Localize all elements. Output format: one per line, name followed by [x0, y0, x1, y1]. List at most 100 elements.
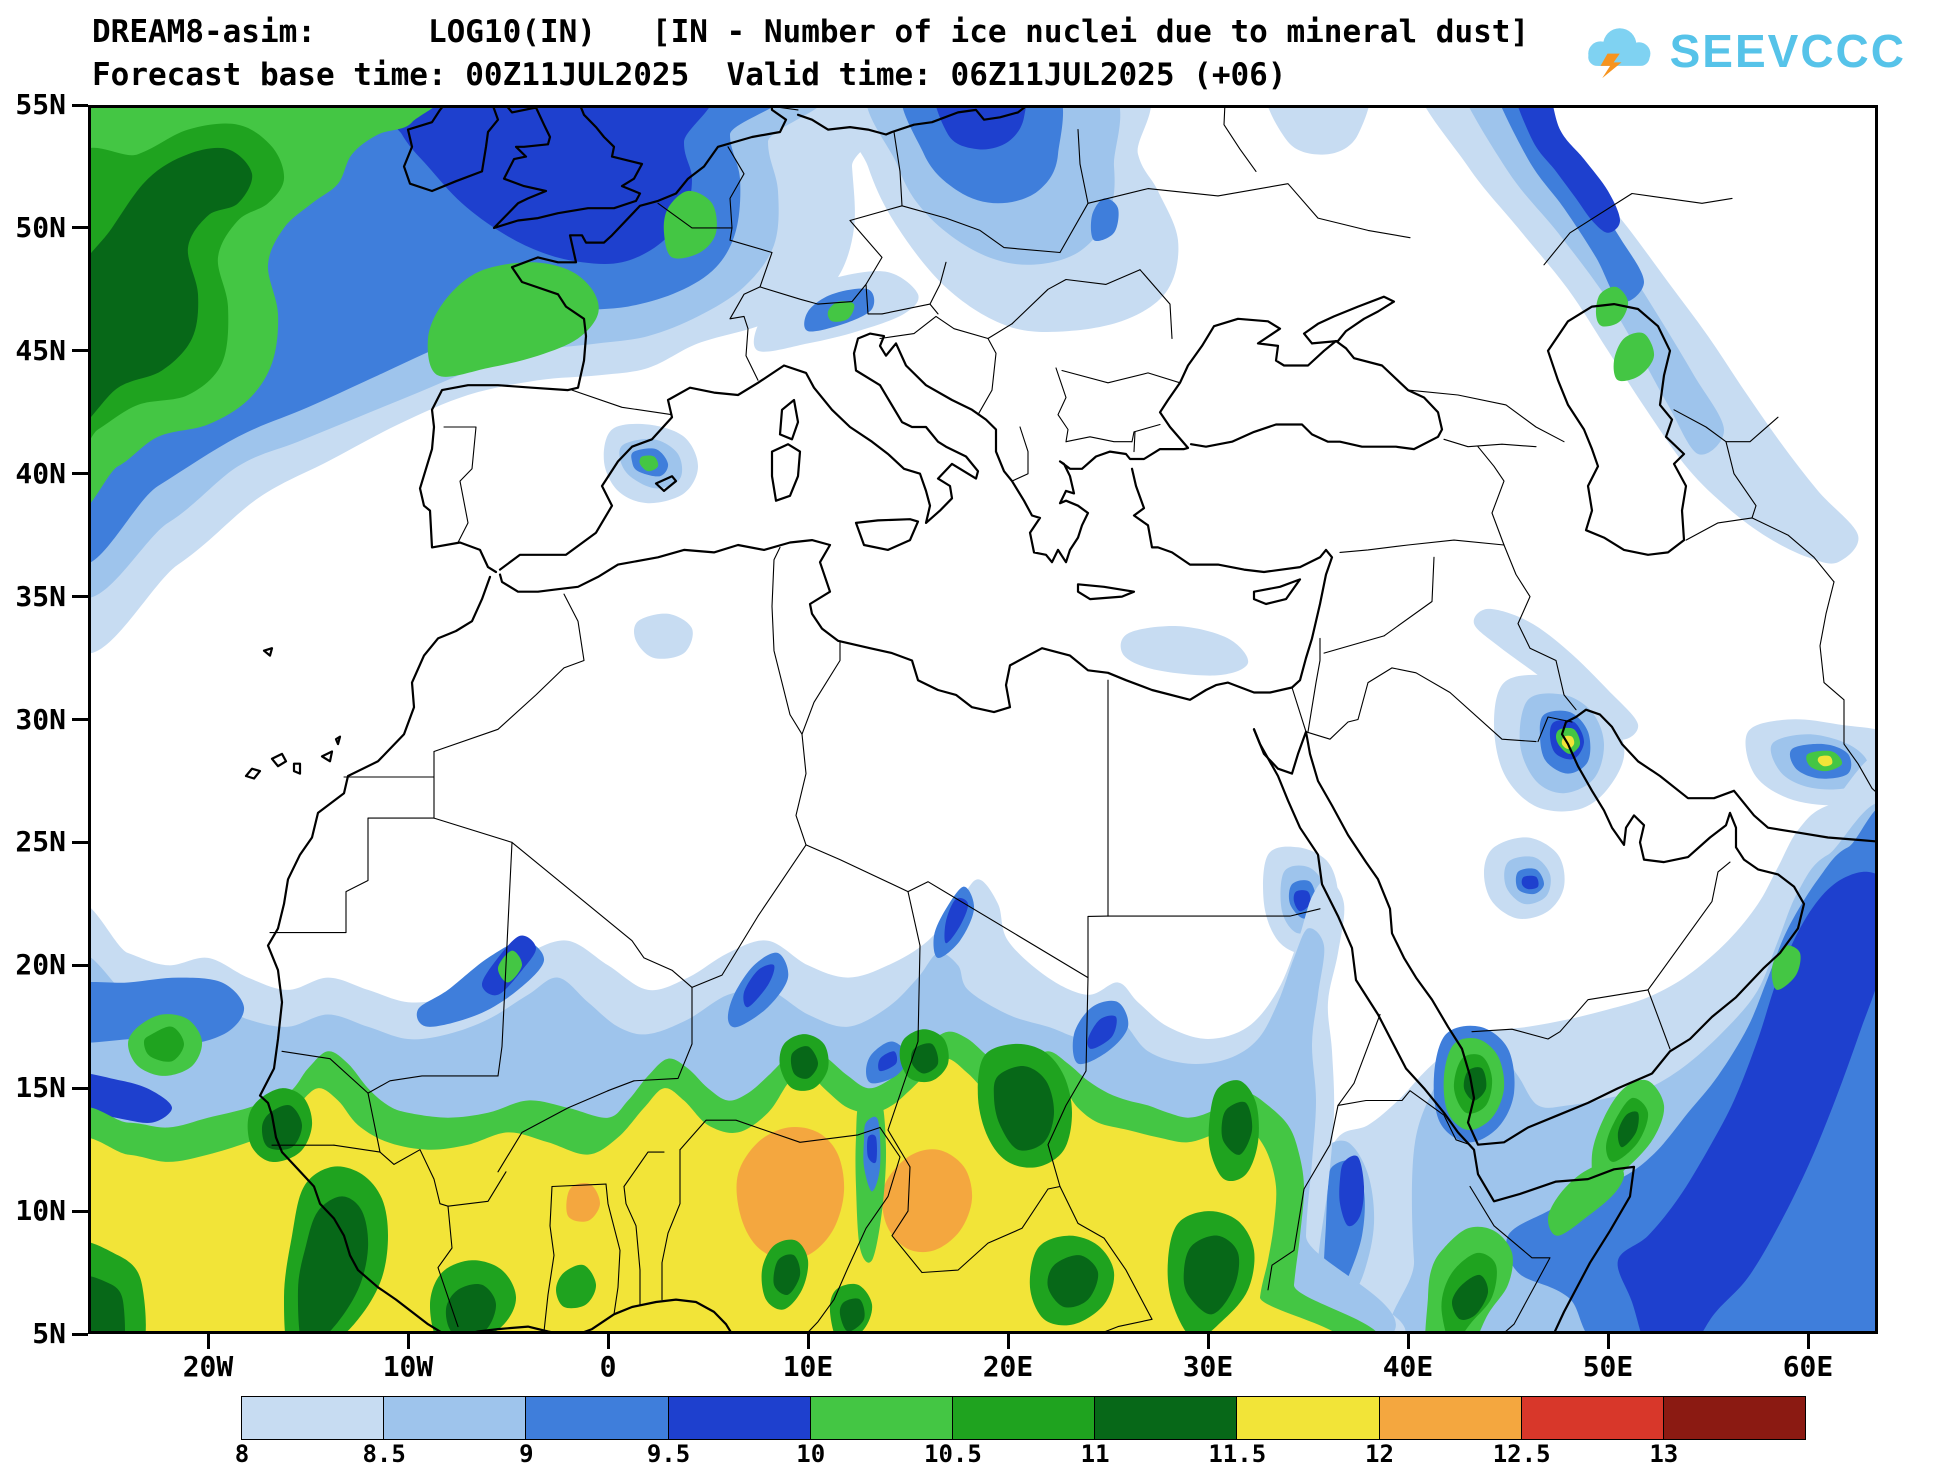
- country-border: [1055, 367, 1069, 443]
- country-border: [1339, 539, 1505, 553]
- coastline-path: [258, 575, 734, 1334]
- coastline-path: [492, 105, 644, 229]
- country-border: [879, 315, 1013, 340]
- lat-tick: [72, 718, 88, 721]
- lat-label: 45N: [15, 333, 66, 367]
- country-border: [443, 426, 477, 544]
- lat-tick: [72, 963, 88, 967]
- title-line-1: DREAM8-asim: LOG10(IN) [IN - Number of i…: [92, 14, 1530, 50]
- country-border: [887, 891, 921, 1131]
- country-border: [1223, 105, 1257, 172]
- coastline-path: [1076, 583, 1136, 601]
- map-svg: [88, 105, 1878, 1334]
- coastline-path: [770, 443, 802, 502]
- contour-region: [882, 1149, 973, 1253]
- lon-label: 40E: [1382, 1350, 1434, 1383]
- coastline-path: [1252, 578, 1302, 606]
- colorbar-label: 11: [1080, 1440, 1110, 1468]
- country-border: [1407, 389, 1565, 443]
- country-border: [1133, 431, 1136, 453]
- lon-tick: [206, 1334, 210, 1349]
- country-border: [1087, 915, 1109, 979]
- country-border: [1087, 188, 1219, 204]
- contour-region: [633, 613, 693, 659]
- contour-region: [1613, 332, 1655, 382]
- country-border: [1337, 1013, 1381, 1106]
- title-line-2: Forecast base time: 00Z11JUL2025 Valid t…: [92, 57, 1287, 93]
- contour-region: [1771, 945, 1801, 990]
- colorbar-cell: [667, 1396, 811, 1440]
- lat-tick: [72, 349, 88, 353]
- contour-region: [556, 1264, 597, 1309]
- country-border: [805, 1126, 901, 1334]
- lat-tick: [72, 840, 88, 844]
- country-border: [367, 1075, 499, 1094]
- colorbar-label: 12.5: [1492, 1440, 1551, 1468]
- contour-region: [566, 1183, 601, 1222]
- contour-region: [1617, 1111, 1639, 1148]
- country-border: [1391, 667, 1537, 743]
- lon-label: 20E: [982, 1350, 1034, 1383]
- lon-tick: [1406, 1334, 1410, 1349]
- colorbar-label: 12: [1365, 1440, 1394, 1468]
- country-border: [1065, 436, 1133, 443]
- coastline-path: [498, 467, 1334, 714]
- contour-region: [639, 455, 659, 472]
- colorbar-cell: [383, 1396, 527, 1440]
- contour-region: [867, 1134, 877, 1164]
- country-border: [1647, 861, 1731, 991]
- country-border: [1139, 269, 1173, 340]
- country-border: [881, 303, 931, 315]
- contour-region: [1120, 625, 1249, 676]
- country-border: [1217, 183, 1411, 239]
- map-area: [88, 105, 1878, 1334]
- colorbar-label: 10.5: [924, 1440, 982, 1468]
- coastline-layer: [244, 105, 1878, 1334]
- contour-region: [1087, 1015, 1117, 1049]
- lat-label: 5N: [32, 1317, 66, 1350]
- contour-region: [88, 1073, 172, 1123]
- lat-label: 55N: [15, 88, 66, 121]
- country-border: [801, 640, 841, 735]
- lon-label: 10W: [382, 1350, 434, 1383]
- coastline-path: [262, 647, 274, 657]
- country-border: [607, 986, 693, 1092]
- country-border: [1537, 716, 1573, 743]
- contour-region: [1090, 198, 1119, 242]
- country-border: [921, 1185, 1061, 1274]
- lat-label: 35N: [15, 579, 66, 613]
- contour-region: [88, 977, 245, 1045]
- contour-region: [1517, 105, 1620, 233]
- lon-tick: [1606, 1334, 1610, 1349]
- country-border: [1471, 989, 1649, 1040]
- country-border: [657, 202, 773, 288]
- contour-region: [1267, 105, 1370, 155]
- country-border: [1131, 423, 1161, 443]
- coastline-path: [320, 750, 334, 763]
- colorbar-label: 10: [796, 1440, 826, 1468]
- logo-text: SEEVCCC: [1669, 25, 1906, 77]
- country-border: [1267, 1104, 1339, 1291]
- lon-tick: [806, 1334, 810, 1349]
- colorbar-cell: [1662, 1396, 1807, 1440]
- lat-tick: [72, 103, 88, 107]
- country-border: [691, 844, 807, 988]
- contour-region: [497, 950, 523, 983]
- contour-region: [743, 964, 775, 1008]
- colorbar-cell: [1378, 1396, 1522, 1440]
- country-border: [497, 1090, 609, 1173]
- country-border: [1307, 637, 1321, 733]
- country-border: [729, 286, 761, 381]
- country-border: [1543, 192, 1733, 266]
- contour-region: [1221, 1101, 1253, 1155]
- country-border: [571, 389, 673, 416]
- country-border: [1503, 544, 1577, 711]
- country-border: [1059, 129, 1089, 254]
- lat-label: 10N: [15, 1194, 66, 1228]
- lon-label: 60E: [1782, 1350, 1834, 1383]
- contour-region: [1183, 1235, 1240, 1315]
- lat-label: 50N: [15, 210, 66, 244]
- lon-tick: [1006, 1334, 1010, 1349]
- colorbar-cell: [1520, 1396, 1664, 1440]
- country-border: [1443, 438, 1537, 448]
